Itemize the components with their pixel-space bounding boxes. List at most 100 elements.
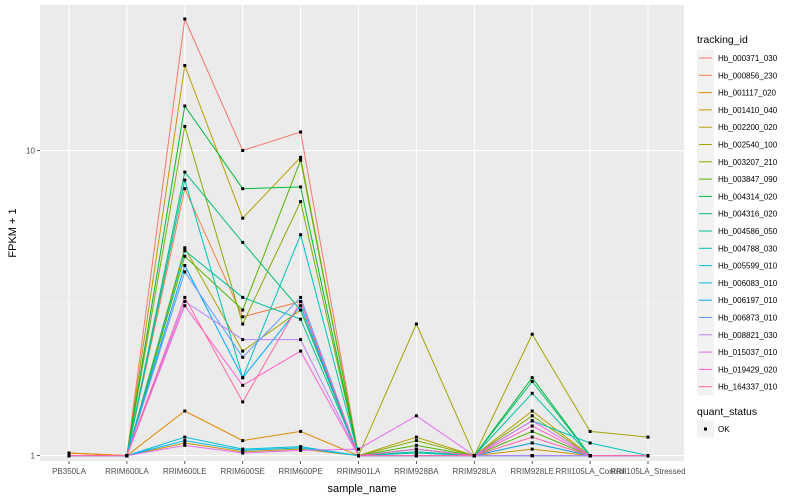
y-axis-title: FPKM + 1 xyxy=(7,208,19,257)
data-point xyxy=(357,454,360,458)
data-point xyxy=(414,454,418,458)
data-point xyxy=(414,435,418,439)
legend-label: Hb_000856_230 xyxy=(718,71,778,80)
shape-legend-marker xyxy=(704,427,707,431)
data-point xyxy=(241,355,245,359)
x-axis: PB350LA RRIM600LA RRIM600LE RRIM600SE RRIM60… xyxy=(52,461,686,476)
legend-item: Hb_001117_020 xyxy=(697,84,777,102)
x-tick-label: RRII105LA_Stressed xyxy=(610,467,685,476)
data-point xyxy=(357,447,360,451)
data-point xyxy=(67,451,71,455)
data-point xyxy=(183,249,187,253)
data-point xyxy=(299,429,303,433)
data-point xyxy=(241,349,245,353)
legend-items: Hb_000371_030 Hb_000856_230 Hb_001117_020 H… xyxy=(697,49,778,396)
legend-item: Hb_015037_010 xyxy=(697,343,778,361)
data-point xyxy=(299,308,303,312)
data-point xyxy=(241,216,245,220)
legend-label: Hb_005599_010 xyxy=(718,262,778,271)
x-tick-label: PB350LA xyxy=(52,467,86,476)
legend-item: Hb_008821_030 xyxy=(697,326,778,344)
data-point xyxy=(183,295,187,299)
data-point xyxy=(183,441,187,445)
data-point xyxy=(183,170,187,174)
legend-item: Hb_002200_020 xyxy=(697,118,778,136)
data-point xyxy=(183,254,187,258)
data-point xyxy=(241,448,245,452)
shape-legend-item: OK xyxy=(697,420,730,438)
data-point xyxy=(299,446,303,450)
data-point xyxy=(414,451,418,455)
data-point xyxy=(183,246,187,250)
data-point xyxy=(646,435,650,439)
data-point xyxy=(299,200,303,204)
y-tick-label: 10 xyxy=(26,147,35,156)
legend-label: Hb_019429_020 xyxy=(718,365,778,374)
data-point xyxy=(299,300,303,303)
legend-title: tracking_id xyxy=(697,34,748,46)
data-point xyxy=(183,264,187,267)
legend-label: Hb_001410_040 xyxy=(718,106,778,115)
x-tick-label: RRIM600PE xyxy=(278,467,322,476)
data-point xyxy=(414,443,418,447)
legend-item: Hb_019429_020 xyxy=(697,360,778,378)
data-point xyxy=(183,300,187,303)
legend-item: Hb_000371_030 xyxy=(697,49,778,67)
legend-label: Hb_006197_010 xyxy=(718,296,778,305)
data-point xyxy=(530,380,534,383)
legend-item: Hb_006083_010 xyxy=(697,274,778,292)
data-point xyxy=(183,17,187,21)
data-point xyxy=(299,448,303,452)
legend-label: Hb_004316_020 xyxy=(718,210,778,219)
data-point xyxy=(241,149,245,152)
data-point xyxy=(67,454,71,458)
data-point xyxy=(241,439,245,443)
data-point xyxy=(241,451,245,455)
legend-item: Hb_003847_090 xyxy=(697,170,778,188)
x-tick-label: RRIM600LA xyxy=(105,467,149,476)
y-axis: 1 10 xyxy=(26,147,40,461)
data-point xyxy=(299,130,303,134)
data-point xyxy=(241,295,245,299)
data-point xyxy=(241,315,245,319)
data-point xyxy=(530,447,534,451)
data-point xyxy=(183,64,187,67)
legend-label: Hb_000371_030 xyxy=(718,54,778,63)
x-tick-label: RRIM928LE xyxy=(510,467,554,476)
shape-legend-title: quant_status xyxy=(697,406,757,418)
data-point xyxy=(299,295,303,299)
data-point xyxy=(530,424,534,428)
data-point xyxy=(414,447,418,451)
x-axis-title: sample_name xyxy=(327,483,396,495)
data-point xyxy=(299,155,303,159)
data-point xyxy=(183,178,187,182)
legend-label: Hb_002200_020 xyxy=(718,123,778,132)
legend-label: Hb_006873_010 xyxy=(718,314,778,323)
legend-label: Hb_004314_020 xyxy=(718,192,778,201)
legend-label: Hb_004788_030 xyxy=(718,244,778,253)
data-point xyxy=(183,270,187,274)
shape-legend-items: OK xyxy=(697,420,730,438)
y-tick-label: 1 xyxy=(31,452,36,461)
data-point xyxy=(299,158,303,162)
data-point xyxy=(414,322,418,326)
legend-label: Hb_003207_210 xyxy=(718,158,778,167)
data-point xyxy=(299,317,303,321)
legend-item: Hb_006197_010 xyxy=(697,291,778,309)
legend-item: Hb_004314_020 xyxy=(697,187,778,205)
data-point xyxy=(183,124,187,128)
x-tick-label: RRII105LA_Control xyxy=(555,467,625,476)
legend-label: Hb_164337_010 xyxy=(718,383,778,392)
data-point xyxy=(241,322,245,326)
legend-item: Hb_004788_030 xyxy=(697,239,778,257)
legend-item: Hb_004316_020 xyxy=(697,205,778,223)
data-point xyxy=(183,443,187,447)
legend-label: Hb_015037_010 xyxy=(718,348,778,357)
data-point xyxy=(414,414,418,418)
data-point xyxy=(241,240,245,244)
legend-item: Hb_003207_210 xyxy=(697,153,778,171)
legend-item: Hb_004586_050 xyxy=(697,222,778,240)
legend: tracking_id Hb_000371_030Hb_000856_230Hb… xyxy=(697,34,778,438)
data-point xyxy=(299,233,303,237)
